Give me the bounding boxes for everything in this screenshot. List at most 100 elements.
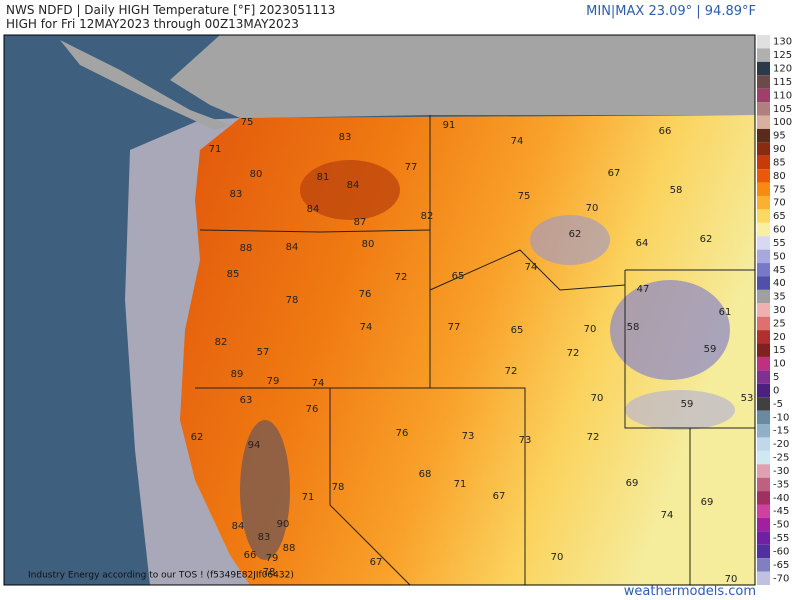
temperature-label: 83 (230, 189, 243, 200)
temperature-label: 65 (452, 271, 465, 282)
temperature-label: 88 (283, 543, 296, 554)
temperature-label: 77 (448, 322, 461, 333)
temperature-label: 77 (405, 162, 418, 173)
colorbar-swatch (757, 531, 770, 545)
temperature-label: 79 (266, 553, 279, 564)
state-borders (195, 115, 755, 586)
colorbar-swatch (757, 356, 770, 371)
colorbar-label: 120 (773, 64, 792, 75)
temperature-label: 69 (626, 478, 639, 489)
colorbar-swatch (757, 504, 770, 518)
colorbar-swatch (757, 571, 770, 585)
temperature-label: 68 (419, 469, 432, 480)
temperature-label: 62 (700, 234, 713, 245)
colorbar-label: 35 (773, 292, 786, 303)
colorbar-label: -15 (773, 426, 789, 437)
temperature-label: 78 (286, 295, 299, 306)
temperature-label: 82 (215, 337, 228, 348)
temperature-label: 74 (661, 510, 674, 521)
mountains (530, 215, 610, 265)
temperature-label: 78 (332, 482, 345, 493)
colorbar-label: 50 (773, 251, 786, 262)
temperature-label: 80 (362, 239, 375, 250)
colorbar-swatch (757, 517, 770, 532)
colorbar-swatch (757, 75, 770, 89)
colorbar-label: 85 (773, 157, 786, 168)
colorbar-swatch (757, 115, 770, 129)
canada (170, 35, 755, 118)
colorbar-swatch (757, 316, 770, 331)
temperature-label: 74 (525, 262, 538, 273)
colorbar-swatch (757, 88, 770, 103)
subtitle: HIGH for Fri 12MAY2023 through 00Z13MAY2… (6, 17, 299, 31)
colorbar-label: 0 (773, 385, 779, 396)
mountains (610, 280, 730, 380)
colorbar-label: 55 (773, 238, 786, 249)
temperature-label: 71 (209, 144, 222, 155)
temperature-label: 67 (493, 491, 506, 502)
colorbar-label: 20 (773, 332, 786, 343)
temperature-label: 94 (248, 440, 261, 451)
colorbar-label: 75 (773, 184, 786, 195)
temperature-label: 70 (725, 574, 738, 585)
temperature-label: 82 (421, 211, 434, 222)
temperature-label: 59 (681, 399, 694, 410)
temperature-label: 83 (339, 132, 352, 143)
temperature-label: 85 (227, 269, 240, 280)
temperature-label: 69 (701, 497, 714, 508)
colorbar-swatch (757, 330, 770, 344)
colorbar-label: 100 (773, 117, 792, 128)
temperature-label: 70 (591, 393, 604, 404)
temperature-label: 91 (443, 120, 456, 131)
colorbar-label: 5 (773, 372, 779, 383)
temperature-label: 87 (354, 217, 367, 228)
colorbar-swatch (757, 450, 770, 465)
temperature-label: 71 (302, 492, 315, 503)
colorbar-label: -40 (773, 493, 789, 504)
temperature-label: 66 (659, 126, 672, 137)
colorbar-swatch (757, 222, 770, 237)
colorbar-swatch (757, 155, 770, 170)
temperature-label: 84 (286, 242, 299, 253)
temperature-label: 58 (627, 322, 640, 333)
colorbar-label: -60 (773, 546, 789, 557)
colorbar-swatch (757, 169, 770, 183)
temperature-label: 53 (741, 393, 754, 404)
temperature-label: 73 (462, 431, 475, 442)
colorbar-label: 40 (773, 278, 786, 289)
colorbar-label: 60 (773, 225, 786, 236)
colorbar-swatch (757, 48, 770, 62)
temperature-label: 84 (307, 204, 320, 215)
colorbar-swatch (757, 249, 770, 264)
temperature-label: 58 (670, 185, 683, 196)
temperature-label: 62 (191, 432, 204, 443)
colorbar-swatch (757, 558, 770, 572)
temperature-label: 67 (370, 557, 383, 568)
colorbar-label: 80 (773, 171, 786, 182)
colorbar-label: 30 (773, 305, 786, 316)
colorbar-swatch (757, 303, 770, 317)
temperature-label: 81 (317, 172, 330, 183)
temperature-label: 65 (511, 325, 524, 336)
temperature-label: 57 (257, 347, 270, 358)
map-frame (3, 34, 756, 586)
colorbar-swatch (757, 544, 770, 559)
colorbar-swatch (757, 491, 770, 505)
colorbar-swatch (757, 370, 770, 384)
land (180, 115, 755, 585)
temperature-label: 88 (240, 243, 253, 254)
colorbar-swatch (757, 464, 770, 478)
temperature-label: 84 (232, 521, 245, 532)
colorbar-label: 95 (773, 131, 786, 142)
warm-area (300, 160, 400, 220)
colorbar-label: -20 (773, 439, 789, 450)
temperature-label: 90 (277, 519, 290, 530)
colorbar-swatch (757, 289, 770, 304)
colorbar-swatch (757, 142, 770, 156)
temperature-label: 84 (347, 180, 360, 191)
temperature-label: 67 (608, 168, 621, 179)
colorbar-swatch (757, 397, 770, 411)
colorbar-label: 15 (773, 345, 786, 356)
colorbar-label: -50 (773, 520, 789, 531)
temperature-label: 83 (258, 532, 271, 543)
